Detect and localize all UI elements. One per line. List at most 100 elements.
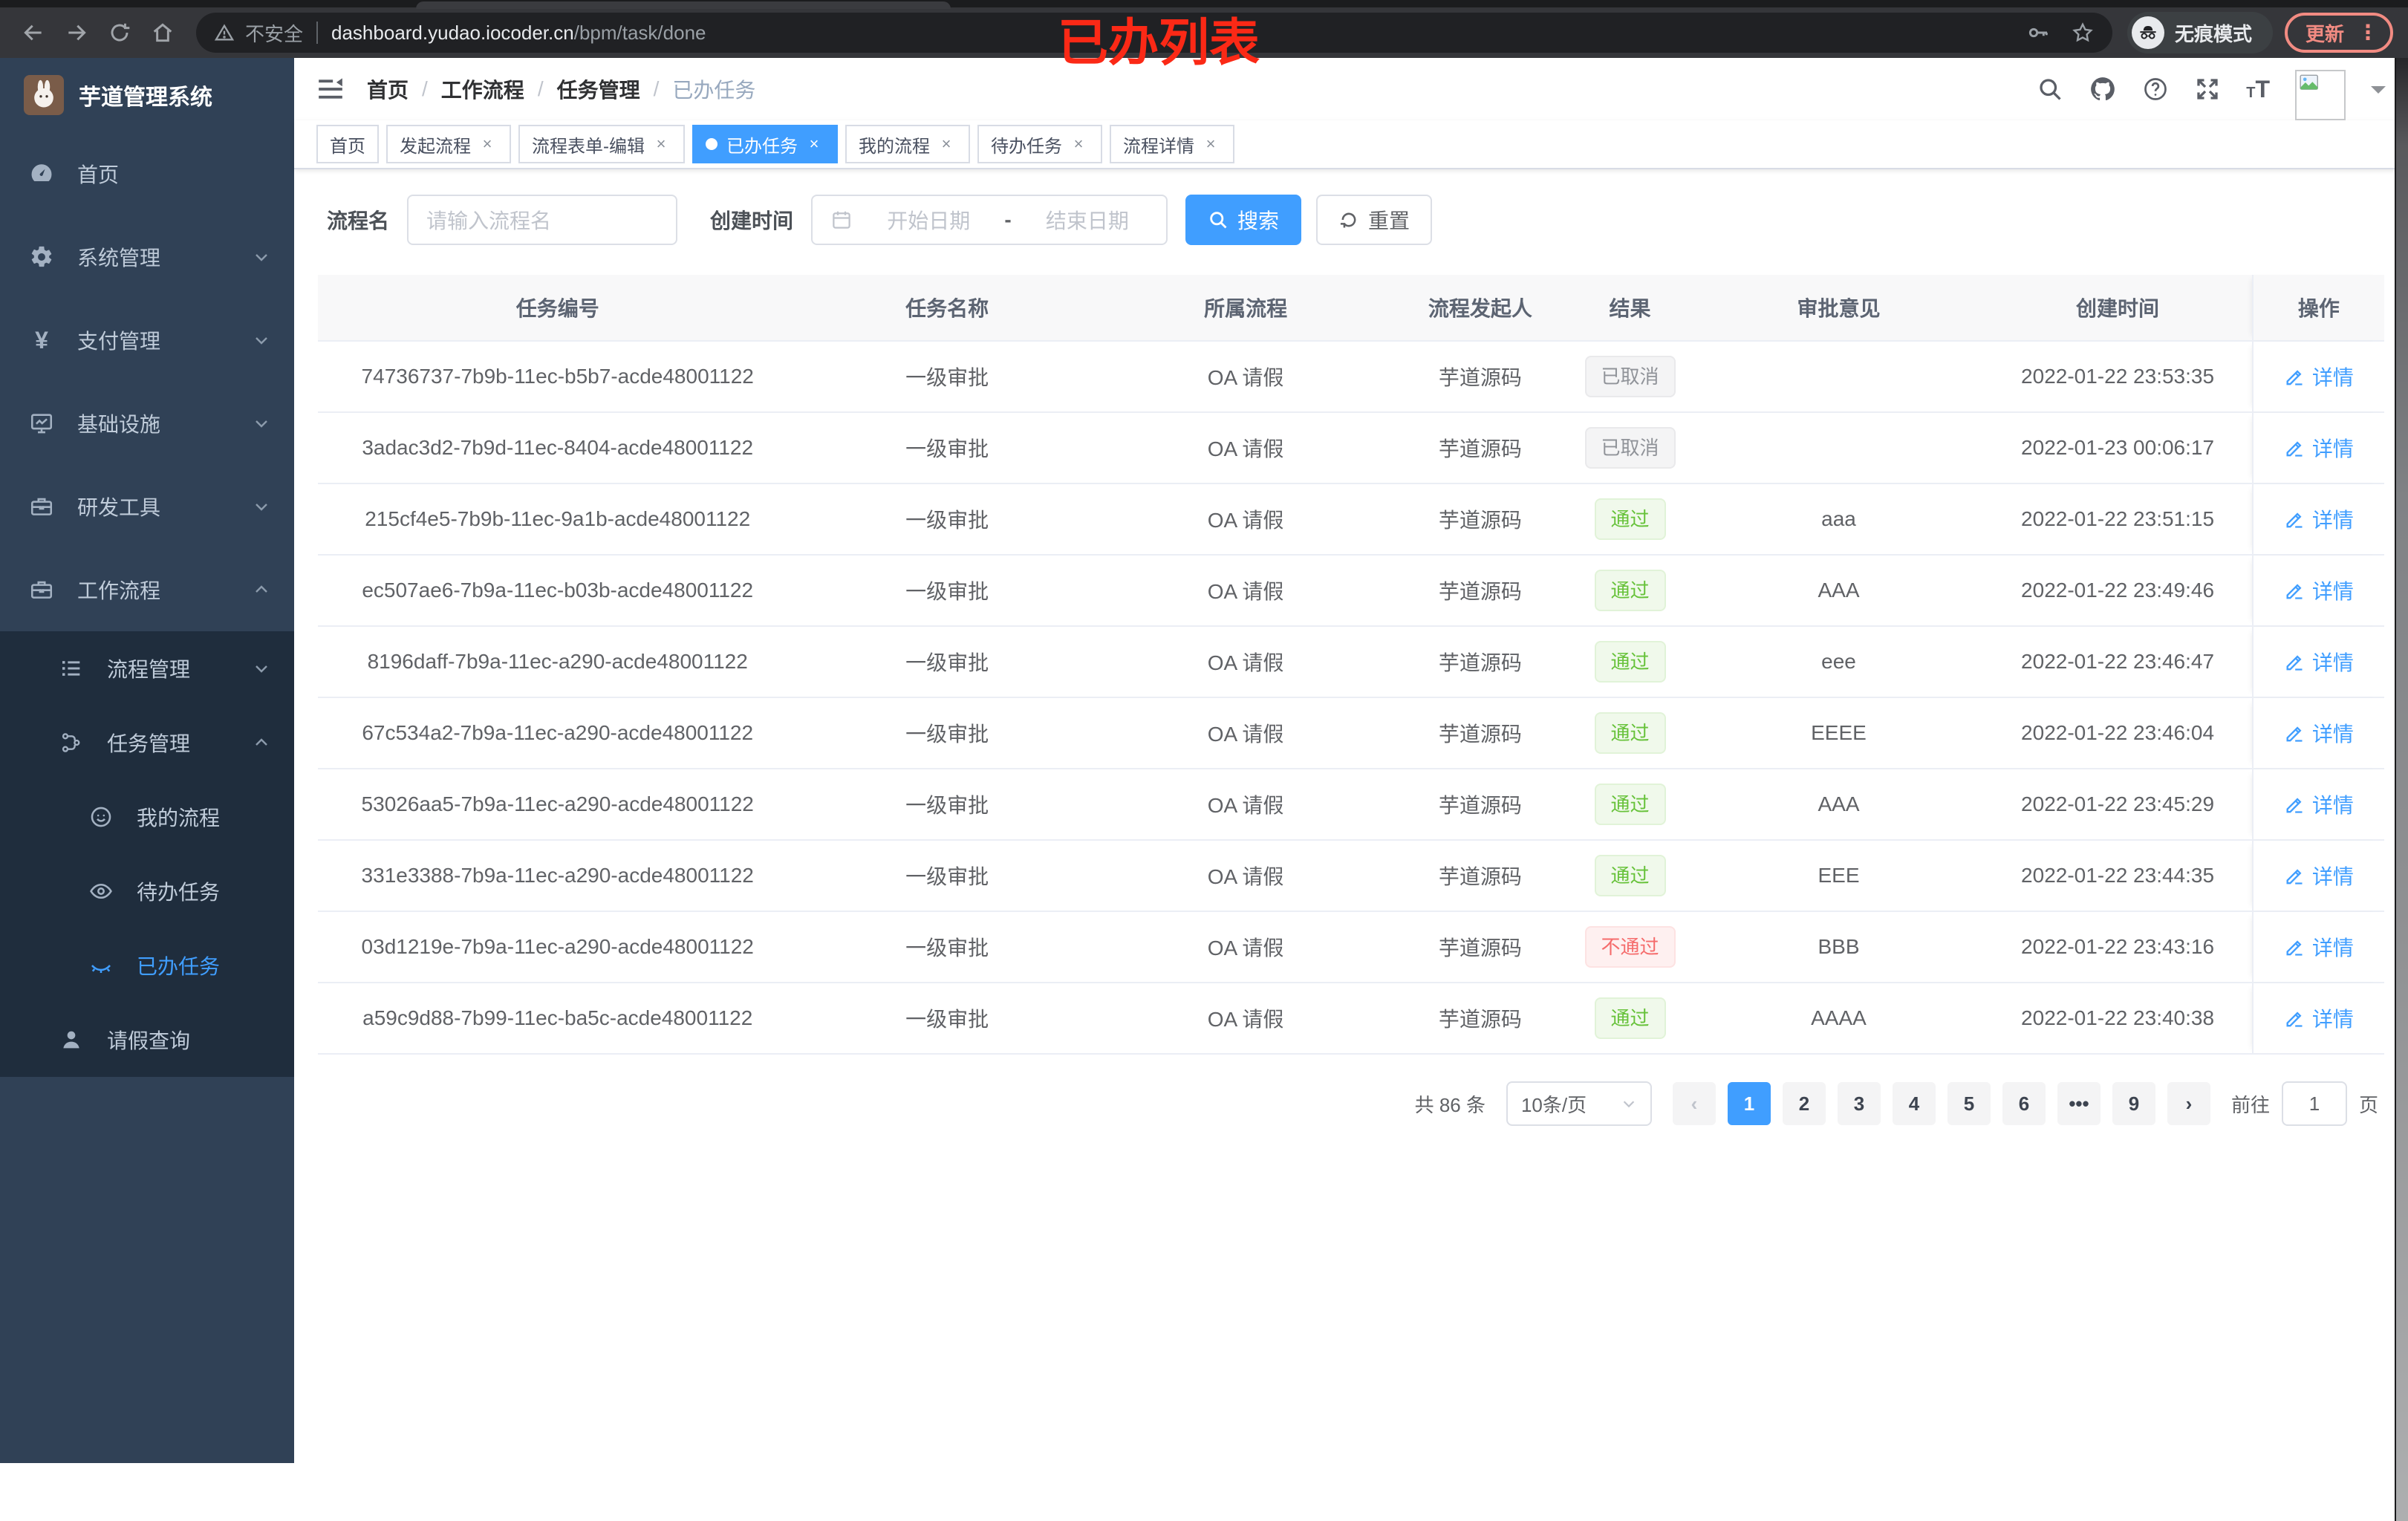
goto-page-input[interactable]: 1	[2281, 1081, 2347, 1126]
detail-link[interactable]: 详情	[2284, 789, 2354, 819]
detail-link[interactable]: 详情	[2284, 718, 2354, 748]
detail-link[interactable]: 详情	[2284, 1003, 2354, 1033]
font-size-icon[interactable]: TT	[2246, 76, 2270, 102]
tab-process-detail[interactable]: 流程详情 ×	[1110, 125, 1234, 163]
search-icon	[1208, 209, 1229, 230]
app-logo[interactable]: 芋道管理系统	[0, 58, 294, 132]
page-button-1[interactable]: 1	[1727, 1082, 1771, 1125]
sidebar-item-infrastructure[interactable]: 基础设施	[0, 382, 294, 465]
page-button-3[interactable]: 3	[1837, 1082, 1881, 1125]
task-id: 8196daff-7b9a-11ec-a290-acde48001122	[367, 650, 748, 673]
result-badge: 已取消	[1584, 356, 1676, 397]
more-pages-button[interactable]: •••	[2057, 1082, 2101, 1125]
star-icon[interactable]	[2071, 21, 2095, 45]
page-unit: 页	[2358, 1093, 2378, 1116]
page-button-5[interactable]: 5	[1947, 1082, 1991, 1125]
close-icon[interactable]: ×	[656, 134, 666, 153]
page-button-2[interactable]: 2	[1782, 1082, 1826, 1125]
close-icon[interactable]: ×	[1073, 134, 1084, 153]
reset-button[interactable]: 重置	[1316, 195, 1433, 245]
detail-link[interactable]: 详情	[2284, 504, 2354, 534]
sidebar-item-my-process[interactable]: 我的流程	[0, 780, 294, 854]
sidebar-item-payment[interactable]: ¥ 支付管理	[0, 299, 294, 382]
close-icon[interactable]: ×	[941, 134, 951, 153]
sidebar-item-done-tasks[interactable]: 已办任务	[0, 928, 294, 1003]
tab-done-tasks[interactable]: 已办任务 ×	[692, 125, 838, 163]
breadcrumb-task-mgmt[interactable]: 任务管理	[556, 79, 640, 102]
browser-tab[interactable]	[416, 1, 951, 9]
detail-link[interactable]: 详情	[2284, 362, 2354, 391]
security-label[interactable]: 不安全	[245, 22, 304, 45]
detail-link[interactable]: 详情	[2284, 932, 2354, 962]
sidebar-item-task-mgmt[interactable]: 任务管理	[0, 706, 294, 780]
breadcrumb-home[interactable]: 首页	[367, 79, 409, 102]
task-id: 53026aa5-7b9a-11ec-a290-acde48001122	[361, 792, 754, 815]
sidebar-item-process-mgmt[interactable]: 流程管理	[0, 631, 294, 706]
chevron-down-icon	[1621, 1095, 1637, 1112]
process-name: OA 请假	[1207, 937, 1284, 960]
search-icon[interactable]	[2037, 76, 2063, 102]
close-icon[interactable]: ×	[809, 134, 819, 153]
task-name: 一级审批	[905, 437, 989, 460]
sidebar-item-workflow[interactable]: 工作流程	[0, 548, 294, 631]
menu-dots-icon[interactable]: ⋮	[2357, 21, 2378, 44]
tab-home[interactable]: 首页	[316, 125, 379, 163]
hamburger-icon[interactable]	[316, 75, 345, 103]
forward-icon[interactable]	[58, 14, 95, 51]
url-host[interactable]: dashboard.yudao.iocoder.cn	[331, 21, 574, 44]
sidebar-item-home[interactable]: 首页	[0, 132, 294, 215]
home-icon[interactable]	[144, 14, 181, 51]
tab-start-process[interactable]: 发起流程 ×	[386, 125, 511, 163]
table-row: 74736737-7b9b-11ec-b5b7-acde48001122 一级审…	[318, 342, 2384, 413]
address-bar[interactable]: 不安全 dashboard.yudao.iocoder.cn/bpm/task/…	[196, 13, 2112, 53]
back-icon[interactable]	[15, 14, 52, 51]
avatar[interactable]	[2295, 70, 2346, 120]
page-size-select[interactable]: 10条/页	[1506, 1081, 1652, 1126]
search-button[interactable]: 搜索	[1185, 195, 1302, 245]
browser-tab-strip	[0, 0, 2408, 9]
prev-page-button[interactable]: ‹	[1672, 1082, 1716, 1125]
process-starter: 芋道源码	[1438, 1008, 1522, 1031]
sidebar-item-todo-tasks[interactable]: 待办任务	[0, 854, 294, 928]
caret-down-icon[interactable]	[2371, 86, 2386, 101]
close-icon[interactable]: ×	[1205, 134, 1216, 153]
done-task-table: 任务编号 任务名称 所属流程 流程发起人 结果 审批意见 创建时间 操作 747…	[318, 275, 2384, 1055]
result-badge: 通过	[1594, 997, 1666, 1039]
table-row: 67c534a2-7b9a-11ec-a290-acde48001122 一级审…	[318, 698, 2384, 769]
close-icon[interactable]: ×	[482, 134, 492, 153]
detail-link[interactable]: 详情	[2284, 861, 2354, 890]
create-time: 2022-01-22 23:40:38	[2021, 1006, 2215, 1029]
tab-form-edit[interactable]: 流程表单-编辑 ×	[518, 125, 685, 163]
next-page-button[interactable]: ›	[2167, 1082, 2210, 1125]
page-button-9[interactable]: 9	[2112, 1082, 2155, 1125]
url-path[interactable]: /bpm/task/done	[573, 21, 706, 44]
process-name-input[interactable]: 请输入流程名	[407, 195, 678, 245]
task-name: 一级审批	[905, 1008, 989, 1031]
result-badge: 通过	[1594, 712, 1666, 754]
page-button-4[interactable]: 4	[1892, 1082, 1936, 1125]
sidebar-item-leave-query[interactable]: 请假查询	[0, 1003, 294, 1077]
reload-icon[interactable]	[101, 14, 138, 51]
task-name: 一级审批	[905, 937, 989, 960]
date-range-picker[interactable]: 开始日期 - 结束日期	[811, 195, 1168, 245]
create-time: 2022-01-22 23:46:47	[2021, 650, 2215, 673]
key-icon[interactable]	[2026, 21, 2050, 45]
tab-my-process[interactable]: 我的流程 ×	[845, 125, 970, 163]
chevron-up-icon	[253, 581, 270, 599]
detail-link[interactable]: 详情	[2284, 576, 2354, 605]
detail-link[interactable]: 详情	[2284, 647, 2354, 677]
help-icon[interactable]	[2142, 76, 2169, 102]
page-button-6[interactable]: 6	[2002, 1082, 2046, 1125]
approve-opinion	[1694, 342, 1983, 411]
update-button[interactable]: 更新 ⋮	[2284, 13, 2393, 53]
sidebar-item-devtools[interactable]: 研发工具	[0, 465, 294, 548]
tags-bar: 首页 发起流程 × 流程表单-编辑 × 已办任务 × 我的流程 × 待办任务 × 流程详情…	[294, 120, 2408, 169]
tab-todo-tasks[interactable]: 待办任务 ×	[977, 125, 1102, 163]
github-icon[interactable]	[2089, 75, 2117, 103]
breadcrumb: 首页 / 工作流程 / 任务管理 / 已办任务	[367, 74, 755, 104]
sidebar-item-system[interactable]: 系统管理	[0, 215, 294, 299]
breadcrumb-workflow[interactable]: 工作流程	[440, 79, 524, 102]
fullscreen-icon[interactable]	[2194, 76, 2221, 102]
process-starter: 芋道源码	[1438, 937, 1522, 960]
detail-link[interactable]: 详情	[2284, 433, 2354, 463]
